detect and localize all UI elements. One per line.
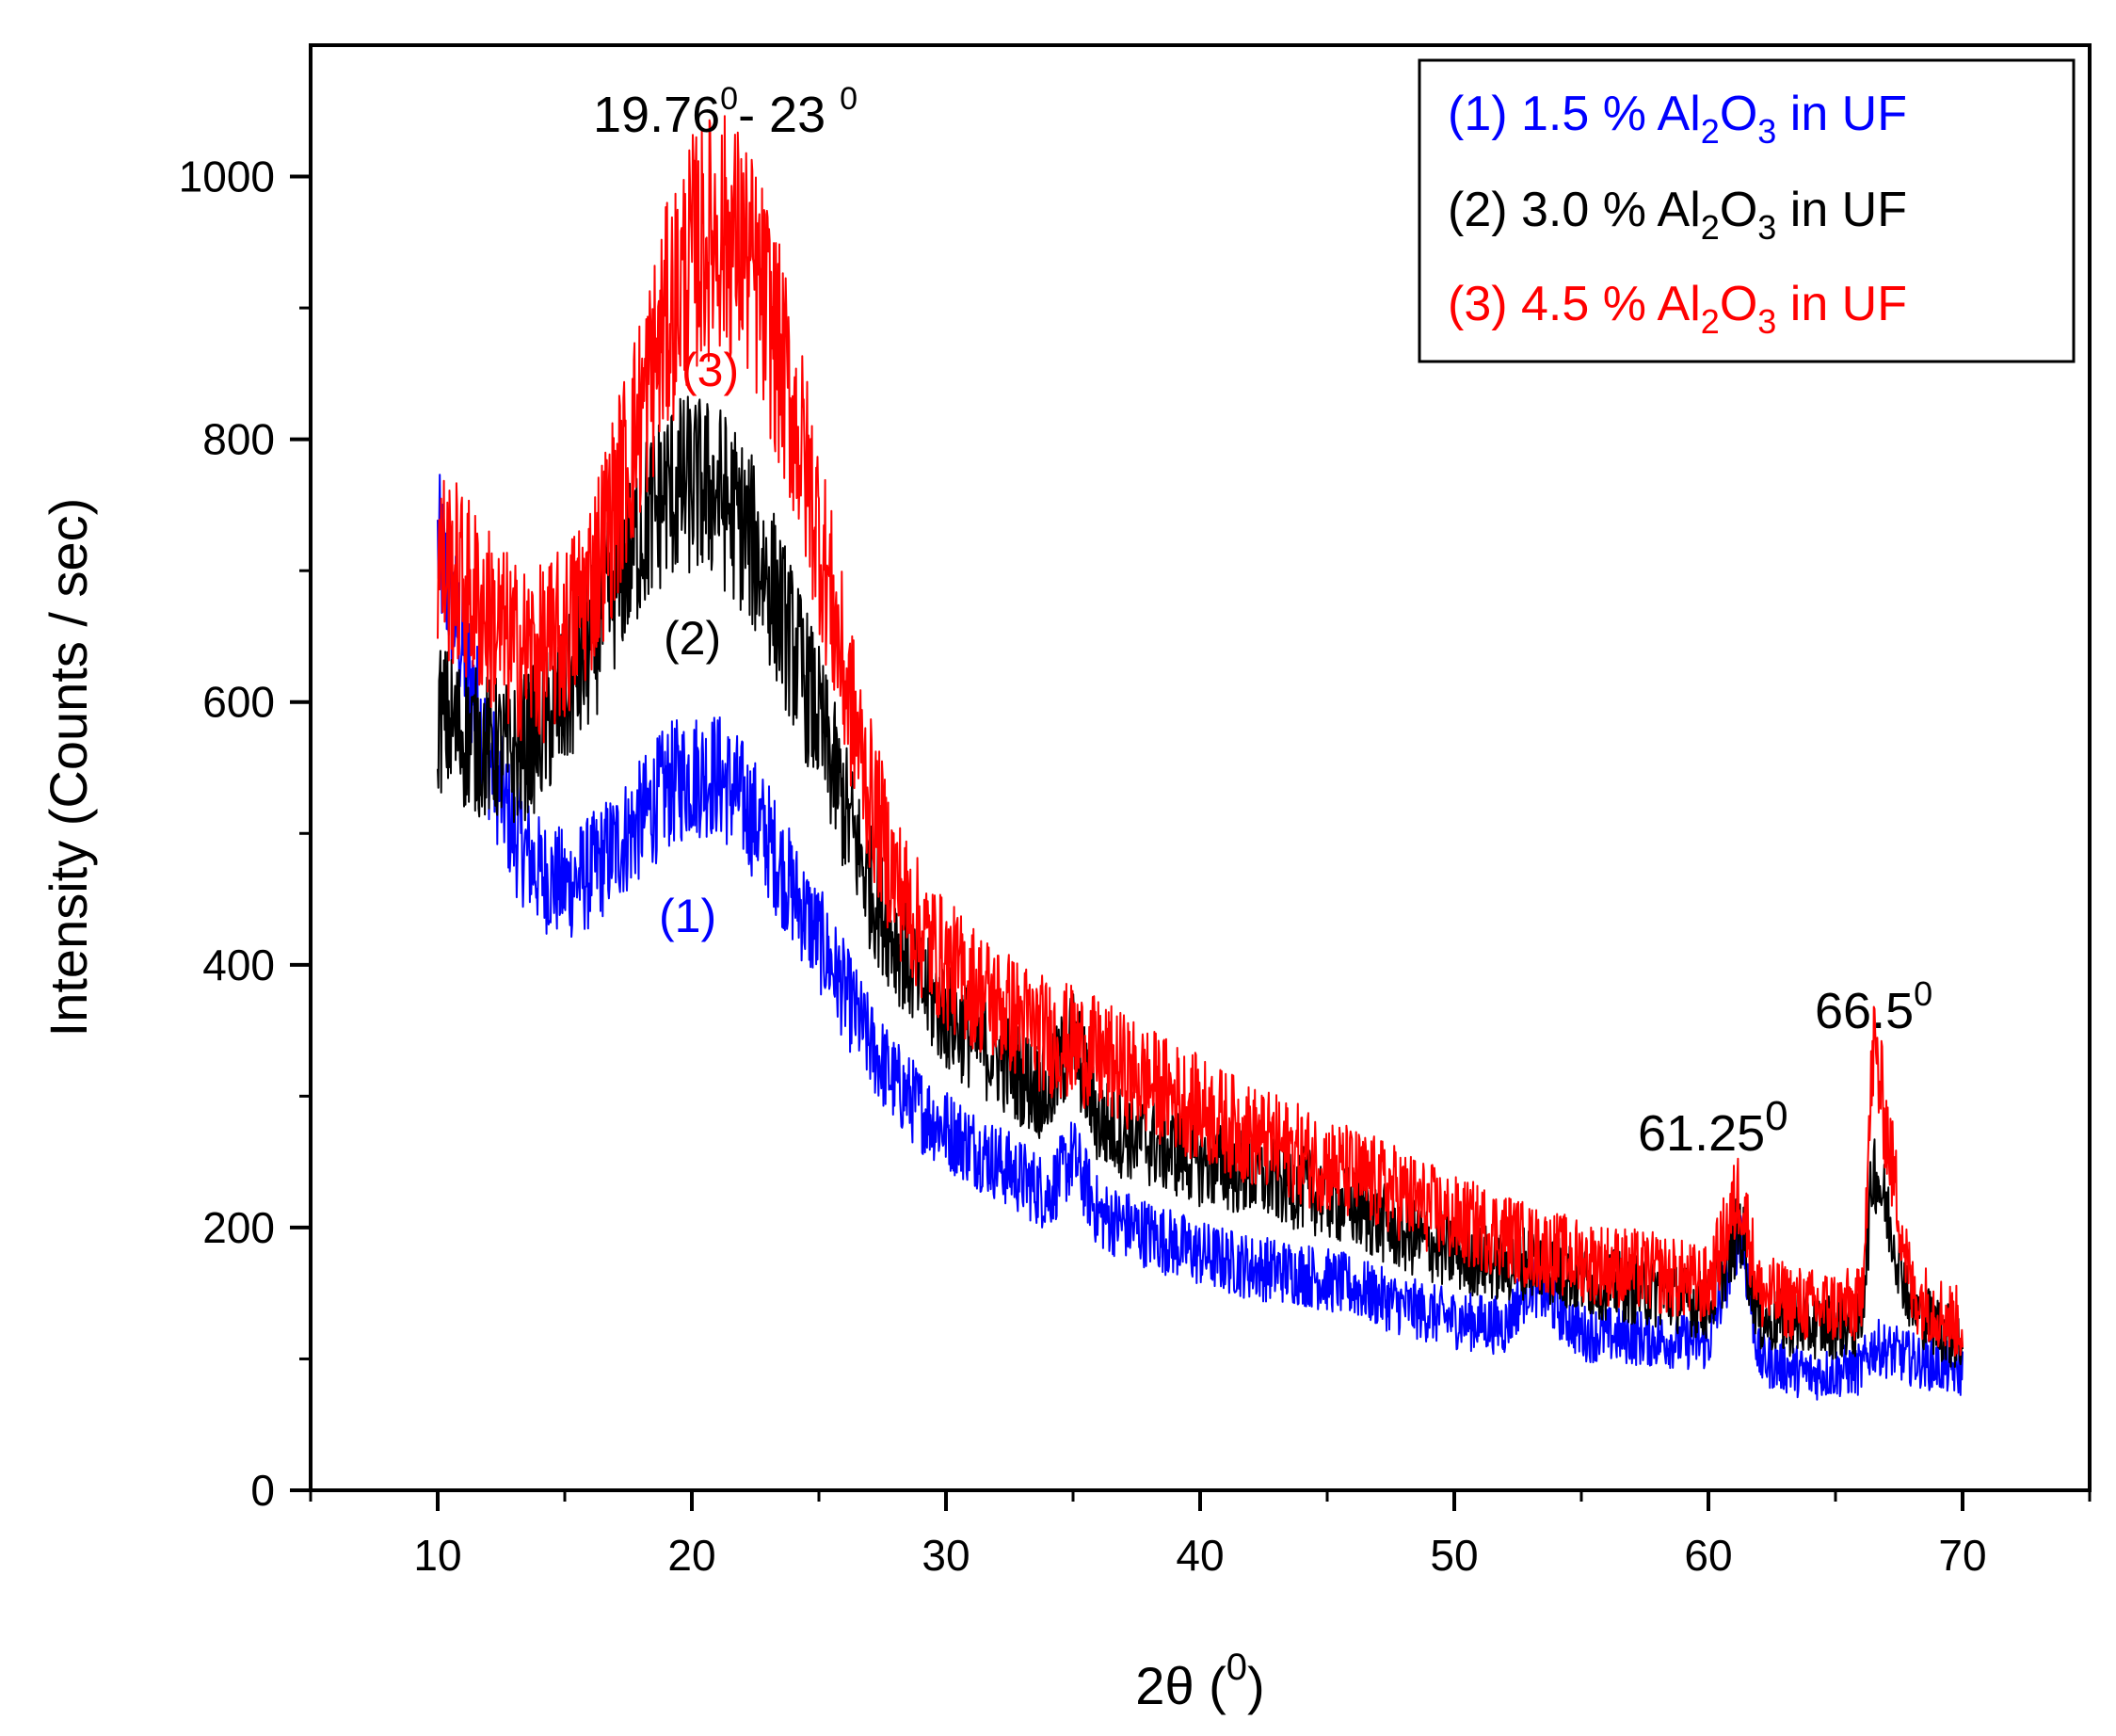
annotation-peak-665: 66.50 <box>1815 974 1932 1039</box>
curve-label-3: (3) <box>681 344 739 396</box>
x-tick-label-50: 50 <box>1430 1531 1478 1580</box>
curve-label-2: (2) <box>664 612 721 665</box>
x-axis-title: 2θ (0) <box>1135 1647 1264 1715</box>
annotation-peak-6125: 61.250 <box>1638 1093 1788 1162</box>
annotation-peak-main: 19.760- 23 0 <box>593 81 858 143</box>
y-tick-label-600: 600 <box>202 678 275 727</box>
x-tick-label-30: 30 <box>922 1531 970 1580</box>
x-tick-label-70: 70 <box>1938 1531 1986 1580</box>
x-tick-label-20: 20 <box>667 1531 715 1580</box>
y-tick-label-0: 0 <box>250 1466 275 1515</box>
x-tick-label-60: 60 <box>1684 1531 1732 1580</box>
series-layer <box>437 115 1964 1401</box>
y-tick-label-800: 800 <box>202 415 275 464</box>
y-axis-title: Intensity (Counts / sec) <box>39 498 98 1037</box>
legend: (1) 1.5 % Al2O3 in UF (2) 3.0 % Al2O3 in… <box>1418 58 2076 363</box>
legend-entry-2: (2) 3.0 % Al2O3 in UF <box>1448 183 1907 247</box>
y-tick-label-400: 400 <box>202 940 275 989</box>
legend-entry-3: (3) 4.5 % Al2O3 in UF <box>1448 277 1907 341</box>
y-tick-label-200: 200 <box>202 1203 275 1252</box>
legend-box <box>1418 58 2076 363</box>
series-line-1 <box>437 474 1964 1401</box>
x-tick-label-10: 10 <box>413 1531 461 1580</box>
x-tick-label-40: 40 <box>1176 1531 1224 1580</box>
legend-entry-1: (1) 1.5 % Al2O3 in UF <box>1448 87 1907 151</box>
series-line-3 <box>437 115 1964 1357</box>
y-tick-label-1000: 1000 <box>179 153 275 201</box>
axes-layer: 10 20 30 40 50 60 70 0 200 400 600 800 1000 <box>179 153 2092 1580</box>
curve-label-1: (1) <box>659 890 716 942</box>
